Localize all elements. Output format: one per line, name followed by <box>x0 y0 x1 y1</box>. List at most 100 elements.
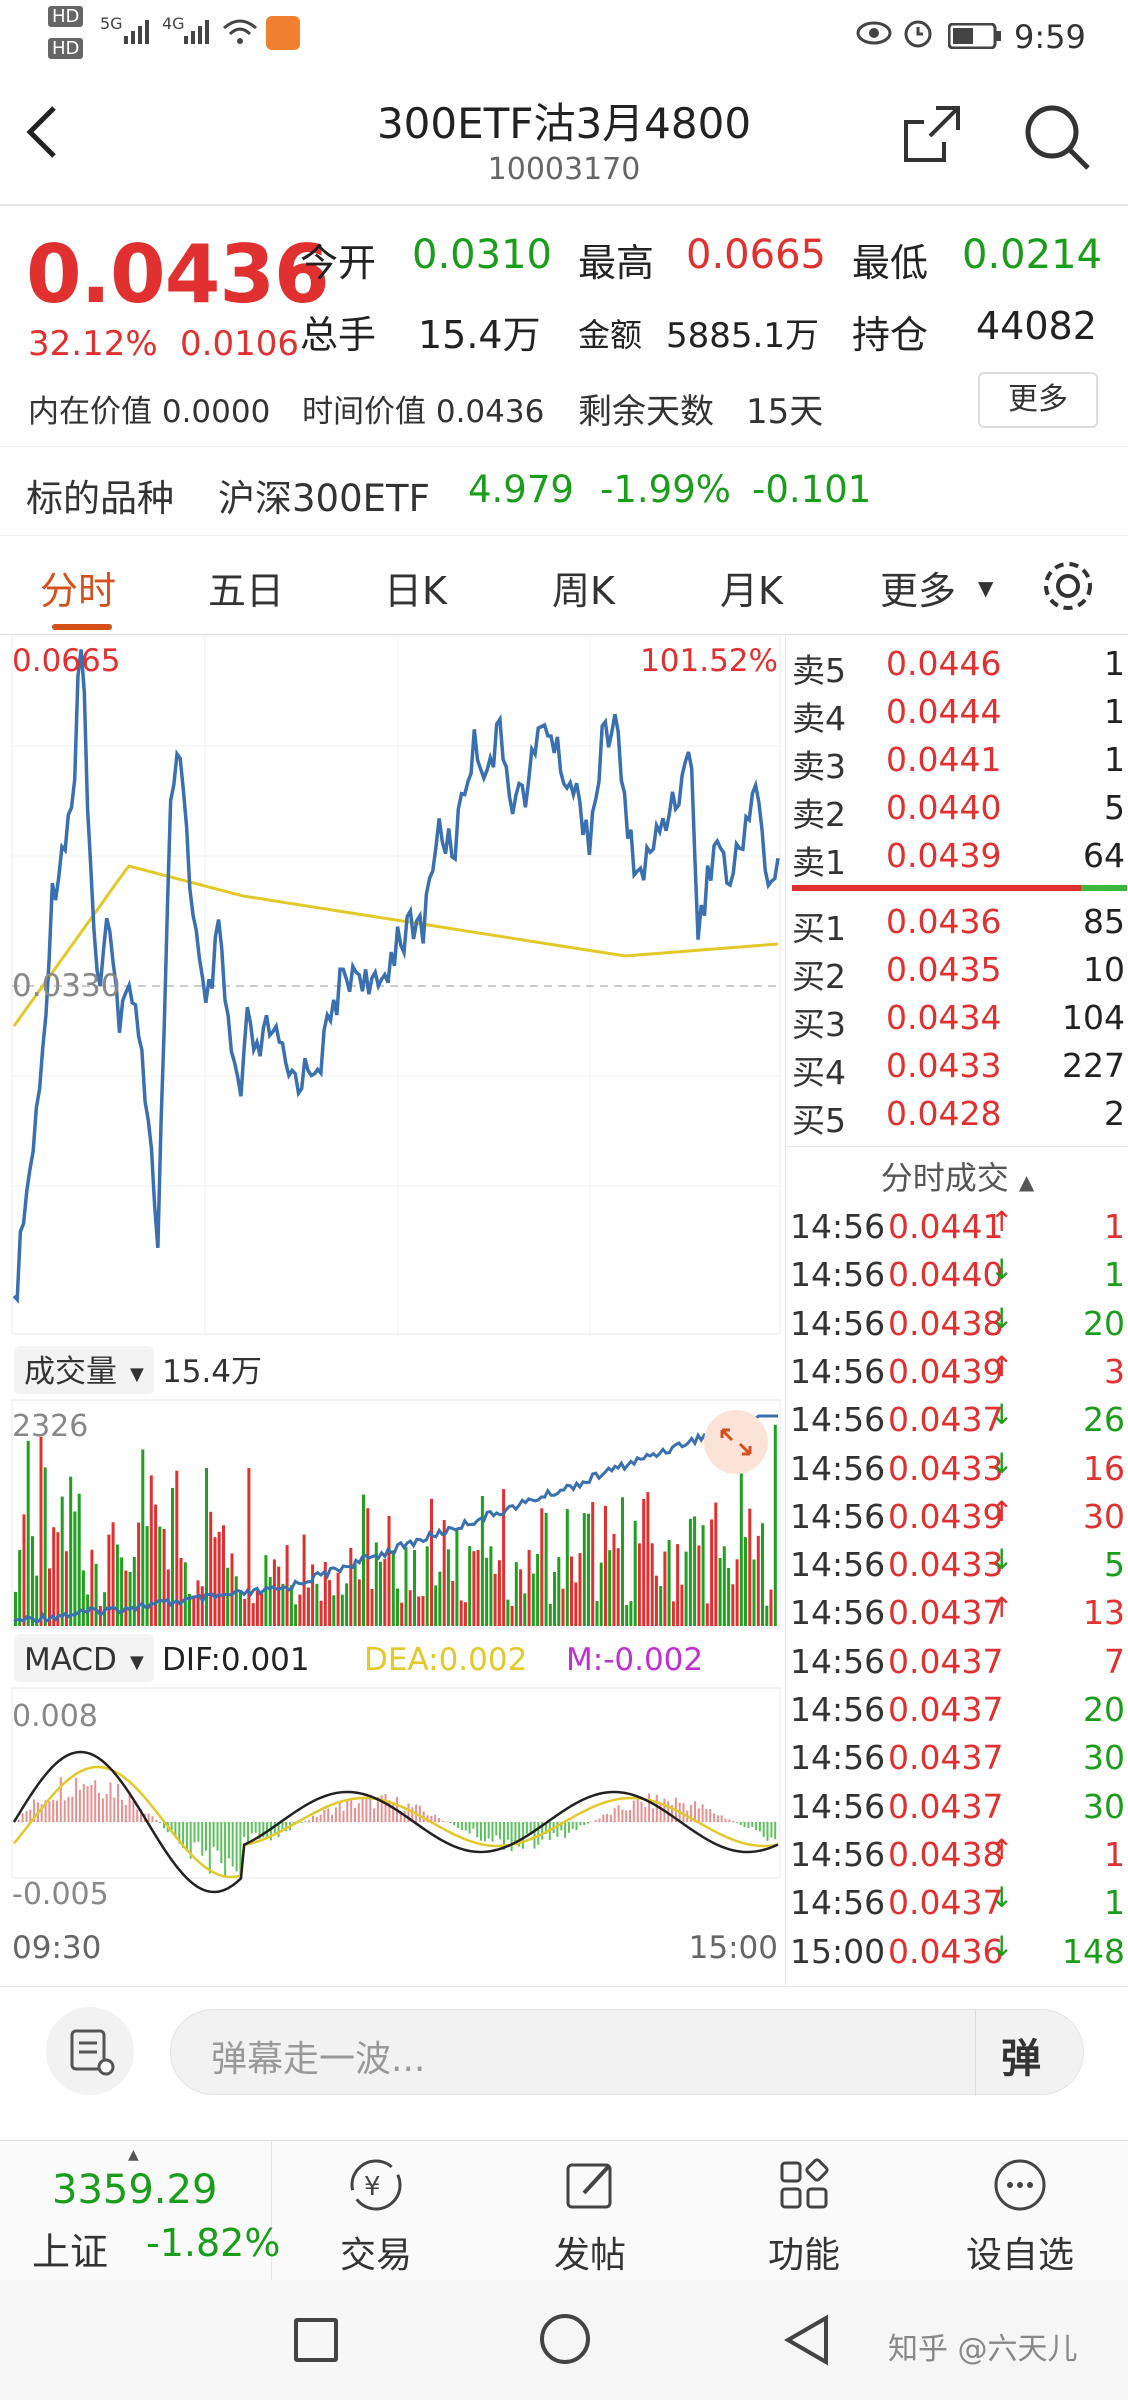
tick-price: 0.0440 <box>888 1255 1004 1295</box>
barrage-placeholder: 弹幕走一波... <box>211 2039 426 2080</box>
quote-panel: 0.0436 32.12% 0.0106 今开 0.0310 最高 0.0665… <box>0 206 1128 536</box>
network-4g: 4G <box>162 14 185 33</box>
tick-time: 14:56 <box>790 1690 886 1729</box>
macd-dif-line <box>12 1750 779 1894</box>
barrage-settings-button[interactable] <box>46 2007 134 2095</box>
tick-direction-icon: ↓ <box>990 1543 1014 1577</box>
tab-weekly-k[interactable]: 周K <box>552 569 615 613</box>
nav-post[interactable]: 发帖 <box>510 2153 670 2278</box>
caret-down-icon: ▼ <box>130 1364 144 1385</box>
bid-row: 买1 0.0436 85 <box>786 896 1128 948</box>
active-tab-indicator <box>52 624 112 630</box>
tick-row: 14:56 0.0439 ↑ 3 <box>786 1348 1128 1396</box>
tick-row: 14:56 0.0437 30 <box>786 1734 1128 1782</box>
macd-histogram <box>17 1777 777 1879</box>
intrinsic-value: 内在价值 0.0000 <box>28 394 271 430</box>
tick-direction-icon: ↑ <box>990 1349 1014 1383</box>
market-index[interactable]: ▲ 3359.29 上证 -1.82% <box>0 2141 280 2281</box>
tick-time: 14:56 <box>790 1207 886 1246</box>
tick-volume: 13 <box>1083 1593 1125 1633</box>
tick-price: 0.0437 <box>888 1690 1004 1729</box>
tick-row: 14:56 0.0438 ↑ 1 <box>786 1831 1128 1879</box>
more-button[interactable]: 更多 <box>978 372 1098 428</box>
macd-bottom-label: -0.005 <box>12 1877 109 1912</box>
ticks-header[interactable]: 分时成交 ▲ <box>786 1153 1128 1199</box>
share-button[interactable] <box>900 102 964 170</box>
index-name: 上证 <box>32 2230 109 2274</box>
tab-five-day[interactable]: 五日 <box>208 569 285 613</box>
tick-volume: 1 <box>1104 1255 1125 1295</box>
volume-max-label: 2326 <box>12 1409 88 1444</box>
tick-price: 0.0439 <box>888 1496 1004 1536</box>
ask-qty: 1 <box>1104 644 1125 683</box>
ask-row: 卖2 0.0440 5 <box>786 782 1128 834</box>
tick-direction-icon: ↓ <box>990 1446 1014 1480</box>
ask-price: 0.0444 <box>886 692 1002 731</box>
nav-add-watchlist[interactable]: 设自选 <box>940 2153 1100 2278</box>
recents-button[interactable] <box>294 2318 338 2362</box>
tab-intraday[interactable]: 分时 <box>40 569 117 613</box>
volume-indicator-button[interactable]: 成交量 ▼ <box>14 1346 154 1394</box>
edit-icon <box>566 2163 612 2209</box>
tick-price: 0.0433 <box>888 1545 1004 1585</box>
home-button[interactable] <box>540 2314 590 2364</box>
tick-time: 14:56 <box>790 1834 886 1874</box>
tick-row: 14:56 0.0441 ↑ 1 <box>786 1203 1128 1251</box>
bid-label: 买4 <box>792 1053 846 1092</box>
volume-bars <box>14 1411 777 1626</box>
settings-icon[interactable] <box>1040 558 1096 618</box>
tick-price: 0.0438 <box>888 1303 1004 1343</box>
watermark: 知乎 @六天儿 <box>888 2332 1078 2367</box>
tick-row: 14:56 0.0437 20 <box>786 1686 1128 1734</box>
bid-row: 买2 0.0435 10 <box>786 944 1128 996</box>
tick-price: 0.0437 <box>888 1883 1004 1923</box>
app-header: 300ETF沽3月4800 10003170 <box>0 72 1128 206</box>
tick-row: 14:56 0.0433 ↓ 5 <box>786 1541 1128 1589</box>
ask-row: 卖3 0.0441 1 <box>786 734 1128 786</box>
macd-indicator-button[interactable]: MACD ▼ <box>14 1634 154 1682</box>
price-line <box>12 649 780 1304</box>
back-nav-button[interactable] <box>782 2314 830 2370</box>
tick-time: 14:56 <box>790 1545 886 1585</box>
tick-volume: 1 <box>1104 1883 1125 1923</box>
nav-trade[interactable]: ¥ 交易 <box>296 2153 456 2278</box>
barrage-toggle-button[interactable]: 弹 <box>1001 2036 1041 2082</box>
tick-volume: 3 <box>1104 1351 1125 1391</box>
nav-function[interactable]: 功能 <box>724 2153 884 2278</box>
tick-price: 0.0437 <box>888 1786 1004 1826</box>
macd-indicator-label: MACD <box>24 1642 117 1678</box>
tick-time: 14:56 <box>790 1883 886 1923</box>
chart-tabs: 分时 五日 日K 周K 月K 更多 ▼ <box>0 535 1128 635</box>
system-nav-bar: 知乎 @六天儿 <box>0 2280 1128 2400</box>
back-button[interactable] <box>22 102 62 166</box>
bid-qty: 104 <box>1062 998 1125 1037</box>
macd-dea-line <box>13 1765 779 1879</box>
tab-monthly-k[interactable]: 月K <box>720 569 783 613</box>
tab-daily-k[interactable]: 日K <box>384 569 447 613</box>
tick-price: 0.0439 <box>888 1351 1004 1391</box>
nav-post-label: 发帖 <box>553 2235 626 2276</box>
bid-label: 买1 <box>792 909 846 948</box>
expand-chart-icon[interactable] <box>704 1410 768 1474</box>
underlying-name[interactable]: 沪深300ETF <box>218 477 430 520</box>
tick-direction-icon: ↓ <box>990 1881 1014 1915</box>
underlying-label: 标的品种 <box>26 477 174 520</box>
volume-cumulative-line <box>13 1414 778 1624</box>
search-button[interactable] <box>1020 100 1092 176</box>
open-value: 0.0310 <box>412 232 552 278</box>
underlying-change: -0.101 <box>752 468 872 511</box>
underlying-pct: -1.99% <box>600 468 731 511</box>
tick-price: 0.0437 <box>888 1641 1004 1681</box>
tick-row: 15:00 0.0436 ↓ 148 <box>786 1928 1128 1976</box>
tick-time: 14:56 <box>790 1738 886 1778</box>
tick-row: 14:56 0.0437 ↓ 26 <box>786 1396 1128 1444</box>
bid-qty: 2 <box>1104 1094 1125 1133</box>
tick-row: 14:56 0.0433 ↓ 16 <box>786 1445 1128 1493</box>
macd-m: M:-0.002 <box>566 1642 703 1678</box>
open-interest-label: 持仓 <box>852 313 929 357</box>
last-price: 0.0436 <box>26 228 330 321</box>
barrage-input[interactable]: 弹幕走一波... 弹 <box>170 2009 1084 2096</box>
hd-badge: HD <box>48 6 84 27</box>
intraday-chart[interactable]: 0.0665 101.52% 0.0330 成交量 ▼ 15.4万 2326 M… <box>0 636 785 1986</box>
tab-more[interactable]: 更多 <box>880 569 957 613</box>
